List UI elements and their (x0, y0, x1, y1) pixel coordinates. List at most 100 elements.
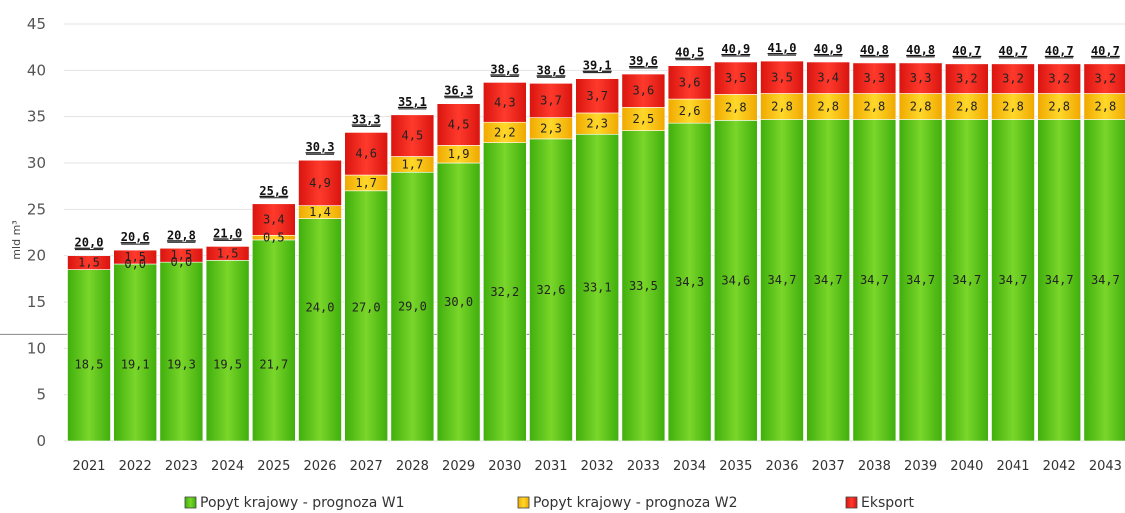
value-label: 4,3 (494, 95, 516, 109)
total-label: 38,6 (537, 63, 566, 77)
total-label: 40,8 (906, 43, 935, 57)
total-label: 20,8 (167, 228, 196, 242)
legend-swatch (184, 496, 197, 509)
value-label: 34,7 (952, 273, 981, 287)
bar-segment-w1 (760, 119, 804, 442)
value-label: 4,6 (355, 147, 377, 161)
value-label: 3,5 (771, 70, 793, 84)
value-label: 0,5 (263, 231, 285, 245)
value-label: 33,1 (583, 281, 612, 295)
x-tick-label: 2036 (765, 459, 798, 474)
bar-segment-eksport (852, 62, 897, 94)
y-tick-label: 35 (27, 108, 46, 126)
value-label: 3,7 (586, 89, 608, 103)
bar-segment-eksport (482, 82, 527, 123)
value-label: 33,5 (629, 279, 658, 293)
bar-segment-w2 (944, 93, 989, 120)
bar-segment-w1 (806, 119, 851, 442)
value-label: 2,3 (586, 117, 608, 131)
x-tick-label: 2025 (257, 459, 290, 474)
bar-segment-eksport (529, 83, 573, 118)
total-label: 40,9 (721, 42, 750, 56)
x-tick-label: 2026 (303, 459, 336, 474)
bar-segment-eksport (252, 203, 296, 236)
x-tick-label: 2037 (812, 459, 845, 474)
bar-segment-w1 (436, 162, 481, 442)
y-tick-label: 40 (27, 61, 46, 79)
total-label: 39,1 (583, 59, 612, 73)
x-tick-label: 2031 (534, 459, 567, 474)
bar-segment-w2 (806, 93, 851, 120)
value-label: 0,0 (124, 257, 146, 271)
total-label: 38,6 (490, 62, 519, 76)
x-tick-label: 2022 (119, 459, 152, 474)
value-label: 3,2 (1048, 72, 1070, 86)
value-label: 1,7 (402, 157, 424, 171)
bar-segment-w1 (159, 261, 204, 442)
value-label: 3,4 (817, 71, 839, 85)
value-label: 2,8 (817, 99, 839, 113)
value-label: 3,4 (263, 213, 285, 227)
bar-segment-w1 (529, 138, 573, 442)
total-label: 30,3 (306, 140, 335, 154)
legend: Popyt krajowy - prognoza W1 Popyt krajowy… (184, 495, 914, 511)
value-label: 0,0 (171, 255, 193, 269)
value-label: 2,8 (864, 99, 886, 113)
value-label: 19,5 (213, 358, 242, 372)
x-axis: 2021 2022 2023 2024 2025 2026 2027 2028 2029 2030… (72, 459, 1121, 474)
value-label: 4,5 (402, 129, 424, 143)
value-label: 34,7 (906, 273, 935, 287)
value-label: 34,7 (814, 273, 843, 287)
value-label: 30,0 (444, 295, 473, 309)
bar-segment-w1 (898, 119, 943, 442)
x-tick-label: 2041 (996, 459, 1029, 474)
value-label: 19,1 (121, 358, 150, 372)
y-tick-label: 5 (36, 386, 46, 404)
value-label: 24,0 (306, 300, 335, 314)
bar-segment-w1 (621, 130, 666, 442)
x-tick-label: 2023 (165, 459, 198, 474)
total-label: 40,7 (999, 44, 1028, 58)
total-label: 20,6 (121, 230, 150, 244)
bar-segment-w1 (1083, 119, 1125, 442)
value-label: 34,6 (721, 274, 750, 288)
bar-segment-eksport (575, 78, 620, 114)
value-label: 3,6 (633, 84, 655, 98)
bar-segment-w2 (760, 93, 804, 120)
bar-value-labels: 18,51,519,10,01,519,30,01,519,51,521,70,… (75, 70, 1120, 371)
bars (67, 60, 1125, 442)
bar-segment-w1 (1037, 119, 1081, 442)
bar-segment-eksport (1037, 63, 1081, 94)
value-label: 2,8 (1095, 99, 1117, 113)
value-label: 18,5 (75, 358, 104, 372)
total-label: 36,3 (444, 84, 473, 98)
value-label: 3,2 (1095, 72, 1117, 86)
value-label: 32,2 (490, 285, 519, 299)
value-label: 2,8 (725, 100, 747, 114)
value-label: 2,3 (540, 121, 562, 135)
bar-segment-w2 (713, 94, 758, 121)
value-label: 2,6 (679, 104, 701, 118)
value-label: 2,8 (910, 99, 932, 113)
bar-segment-eksport (991, 63, 1035, 94)
value-label: 2,8 (771, 99, 793, 113)
x-tick-label: 2039 (904, 459, 937, 474)
total-label: 40,8 (860, 43, 889, 57)
x-tick-label: 2021 (72, 459, 105, 474)
value-label: 4,5 (448, 118, 470, 132)
bar-segment-w1 (67, 269, 111, 442)
value-label: 1,5 (171, 248, 193, 262)
value-label: 3,7 (540, 93, 562, 107)
value-label: 21,7 (259, 358, 288, 372)
total-label: 40,7 (1045, 44, 1074, 58)
bar-segment-eksport (298, 159, 342, 206)
x-tick-label: 2040 (950, 459, 983, 474)
bar-segment-w1 (344, 190, 389, 442)
value-label: 34,7 (999, 273, 1028, 287)
value-label: 1,5 (124, 250, 146, 264)
bar-segment-eksport (205, 246, 250, 261)
x-tick-label: 2030 (488, 459, 521, 474)
bar-segment-w1 (575, 133, 620, 442)
